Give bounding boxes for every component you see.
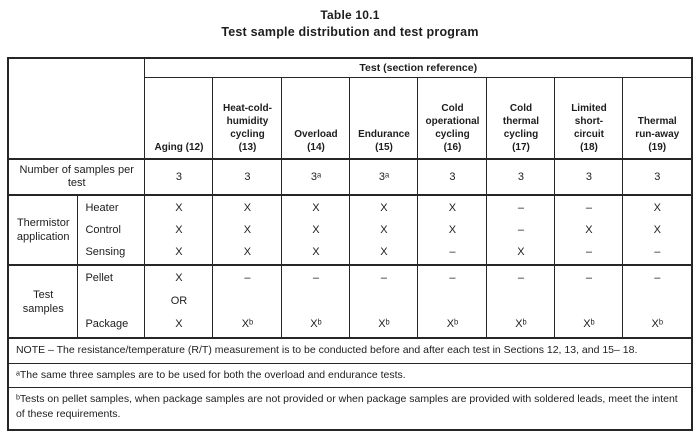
samples-count-cell: 3 xyxy=(212,158,283,196)
note-general: NOTE – The resistance/temperature (R/T) … xyxy=(7,337,693,364)
table-title: Test sample distribution and test progra… xyxy=(221,25,479,39)
test-section-reference-header: Test (section reference) xyxy=(144,57,693,78)
column-header-heat-cold-humidity: Heat-cold- humidity cycling (13) xyxy=(212,77,283,160)
test-samples-value-cell: – Xᵇ xyxy=(212,264,283,339)
sub-label-package: Package xyxy=(85,318,129,330)
spacer xyxy=(85,290,143,313)
group-label-thermistor-application: Thermistor application xyxy=(7,194,79,266)
table-number: Table 10.1 xyxy=(320,8,380,22)
spacer xyxy=(419,290,485,313)
thermistor-value-cell: X X X xyxy=(349,194,419,266)
thermistor-value-cell: X X – xyxy=(622,194,693,266)
thermistor-value-cell: X X X xyxy=(212,194,283,266)
thermistor-value-cell: X X X xyxy=(281,194,351,266)
spacer xyxy=(624,290,690,313)
samples-count-cell: 3 xyxy=(417,158,488,196)
samples-count-cell: 3 xyxy=(622,158,693,196)
test-samples-value-cell: – Xᵇ xyxy=(486,264,556,339)
row-label-number-of-samples: Number of samples per test xyxy=(7,158,146,196)
column-header-limited-short-circuit: Limited short- circuit (18) xyxy=(554,77,624,160)
column-header-thermal-run-away: Thermal run-away (19) xyxy=(622,77,693,160)
spacer xyxy=(351,290,416,313)
footnote-a: ᵃThe same three samples are to be used f… xyxy=(7,362,693,388)
samples-count-cell: 3 xyxy=(144,158,214,196)
spacer xyxy=(283,290,348,313)
test-samples-value-cell: X OR X xyxy=(144,264,214,339)
column-header-endurance: Endurance (15) xyxy=(349,77,419,160)
column-header-overload: Overload (14) xyxy=(281,77,351,160)
spacer xyxy=(488,290,553,313)
test-samples-value-cell: – Xᵇ xyxy=(349,264,419,339)
test-samples-sub-labels: Pellet Package xyxy=(77,264,146,339)
sub-label-sensing: Sensing xyxy=(85,246,126,258)
column-header-cold-thermal: Cold thermal cycling (17) xyxy=(486,77,556,160)
sub-label-control: Control xyxy=(85,224,121,236)
test-samples-value-cell: – Xᵇ xyxy=(622,264,693,339)
thermistor-value-cell: X X – xyxy=(417,194,488,266)
column-header-cold-operational: Cold operational cycling (16) xyxy=(417,77,488,160)
or-text: OR xyxy=(170,295,188,307)
spacer xyxy=(556,290,621,313)
thermistor-value-cell: – X – xyxy=(554,194,624,266)
spacer xyxy=(214,290,280,313)
corner-cell xyxy=(7,57,146,160)
test-program-table: Test (section reference) Aging (12) Heat… xyxy=(6,57,694,431)
sub-label-pellet: Pellet xyxy=(85,272,113,284)
samples-count-cell: 3 xyxy=(554,158,624,196)
thermistor-value-cell: X X X xyxy=(144,194,214,266)
test-samples-value-cell: – Xᵇ xyxy=(554,264,624,339)
samples-count-cell: 3 xyxy=(486,158,556,196)
samples-count-cell: 3ᵃ xyxy=(349,158,419,196)
footnote-b: ᵇTests on pellet samples, when package s… xyxy=(7,387,693,431)
test-samples-value-cell: – Xᵇ xyxy=(417,264,488,339)
thermistor-sub-labels: Heater Control Sensing xyxy=(77,194,146,266)
test-samples-value-cell: – Xᵇ xyxy=(281,264,351,339)
thermistor-value-cell: – – X xyxy=(486,194,556,266)
sub-label-heater: Heater xyxy=(85,202,119,214)
column-header-aging: Aging (12) xyxy=(144,77,214,160)
table-caption: Table 10.1 Test sample distribution and … xyxy=(0,0,700,39)
group-label-test-samples: Test samples xyxy=(7,264,79,339)
samples-count-cell: 3ᵃ xyxy=(281,158,351,196)
